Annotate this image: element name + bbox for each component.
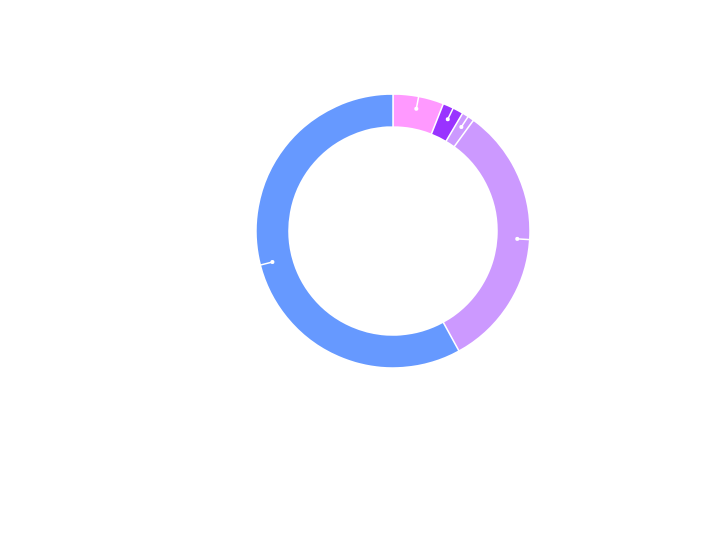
leader-line	[460, 114, 470, 128]
donut-segment	[442, 119, 531, 353]
leader-line	[517, 238, 532, 241]
leader-line	[415, 94, 420, 109]
leader-dot	[515, 236, 520, 241]
leader-dot	[270, 259, 275, 264]
leader-line	[447, 105, 455, 120]
leader-dot	[459, 124, 464, 129]
leader-dot	[445, 117, 450, 122]
leader-line	[258, 261, 273, 267]
donut-segment	[255, 93, 461, 369]
leader-dot	[414, 106, 419, 111]
